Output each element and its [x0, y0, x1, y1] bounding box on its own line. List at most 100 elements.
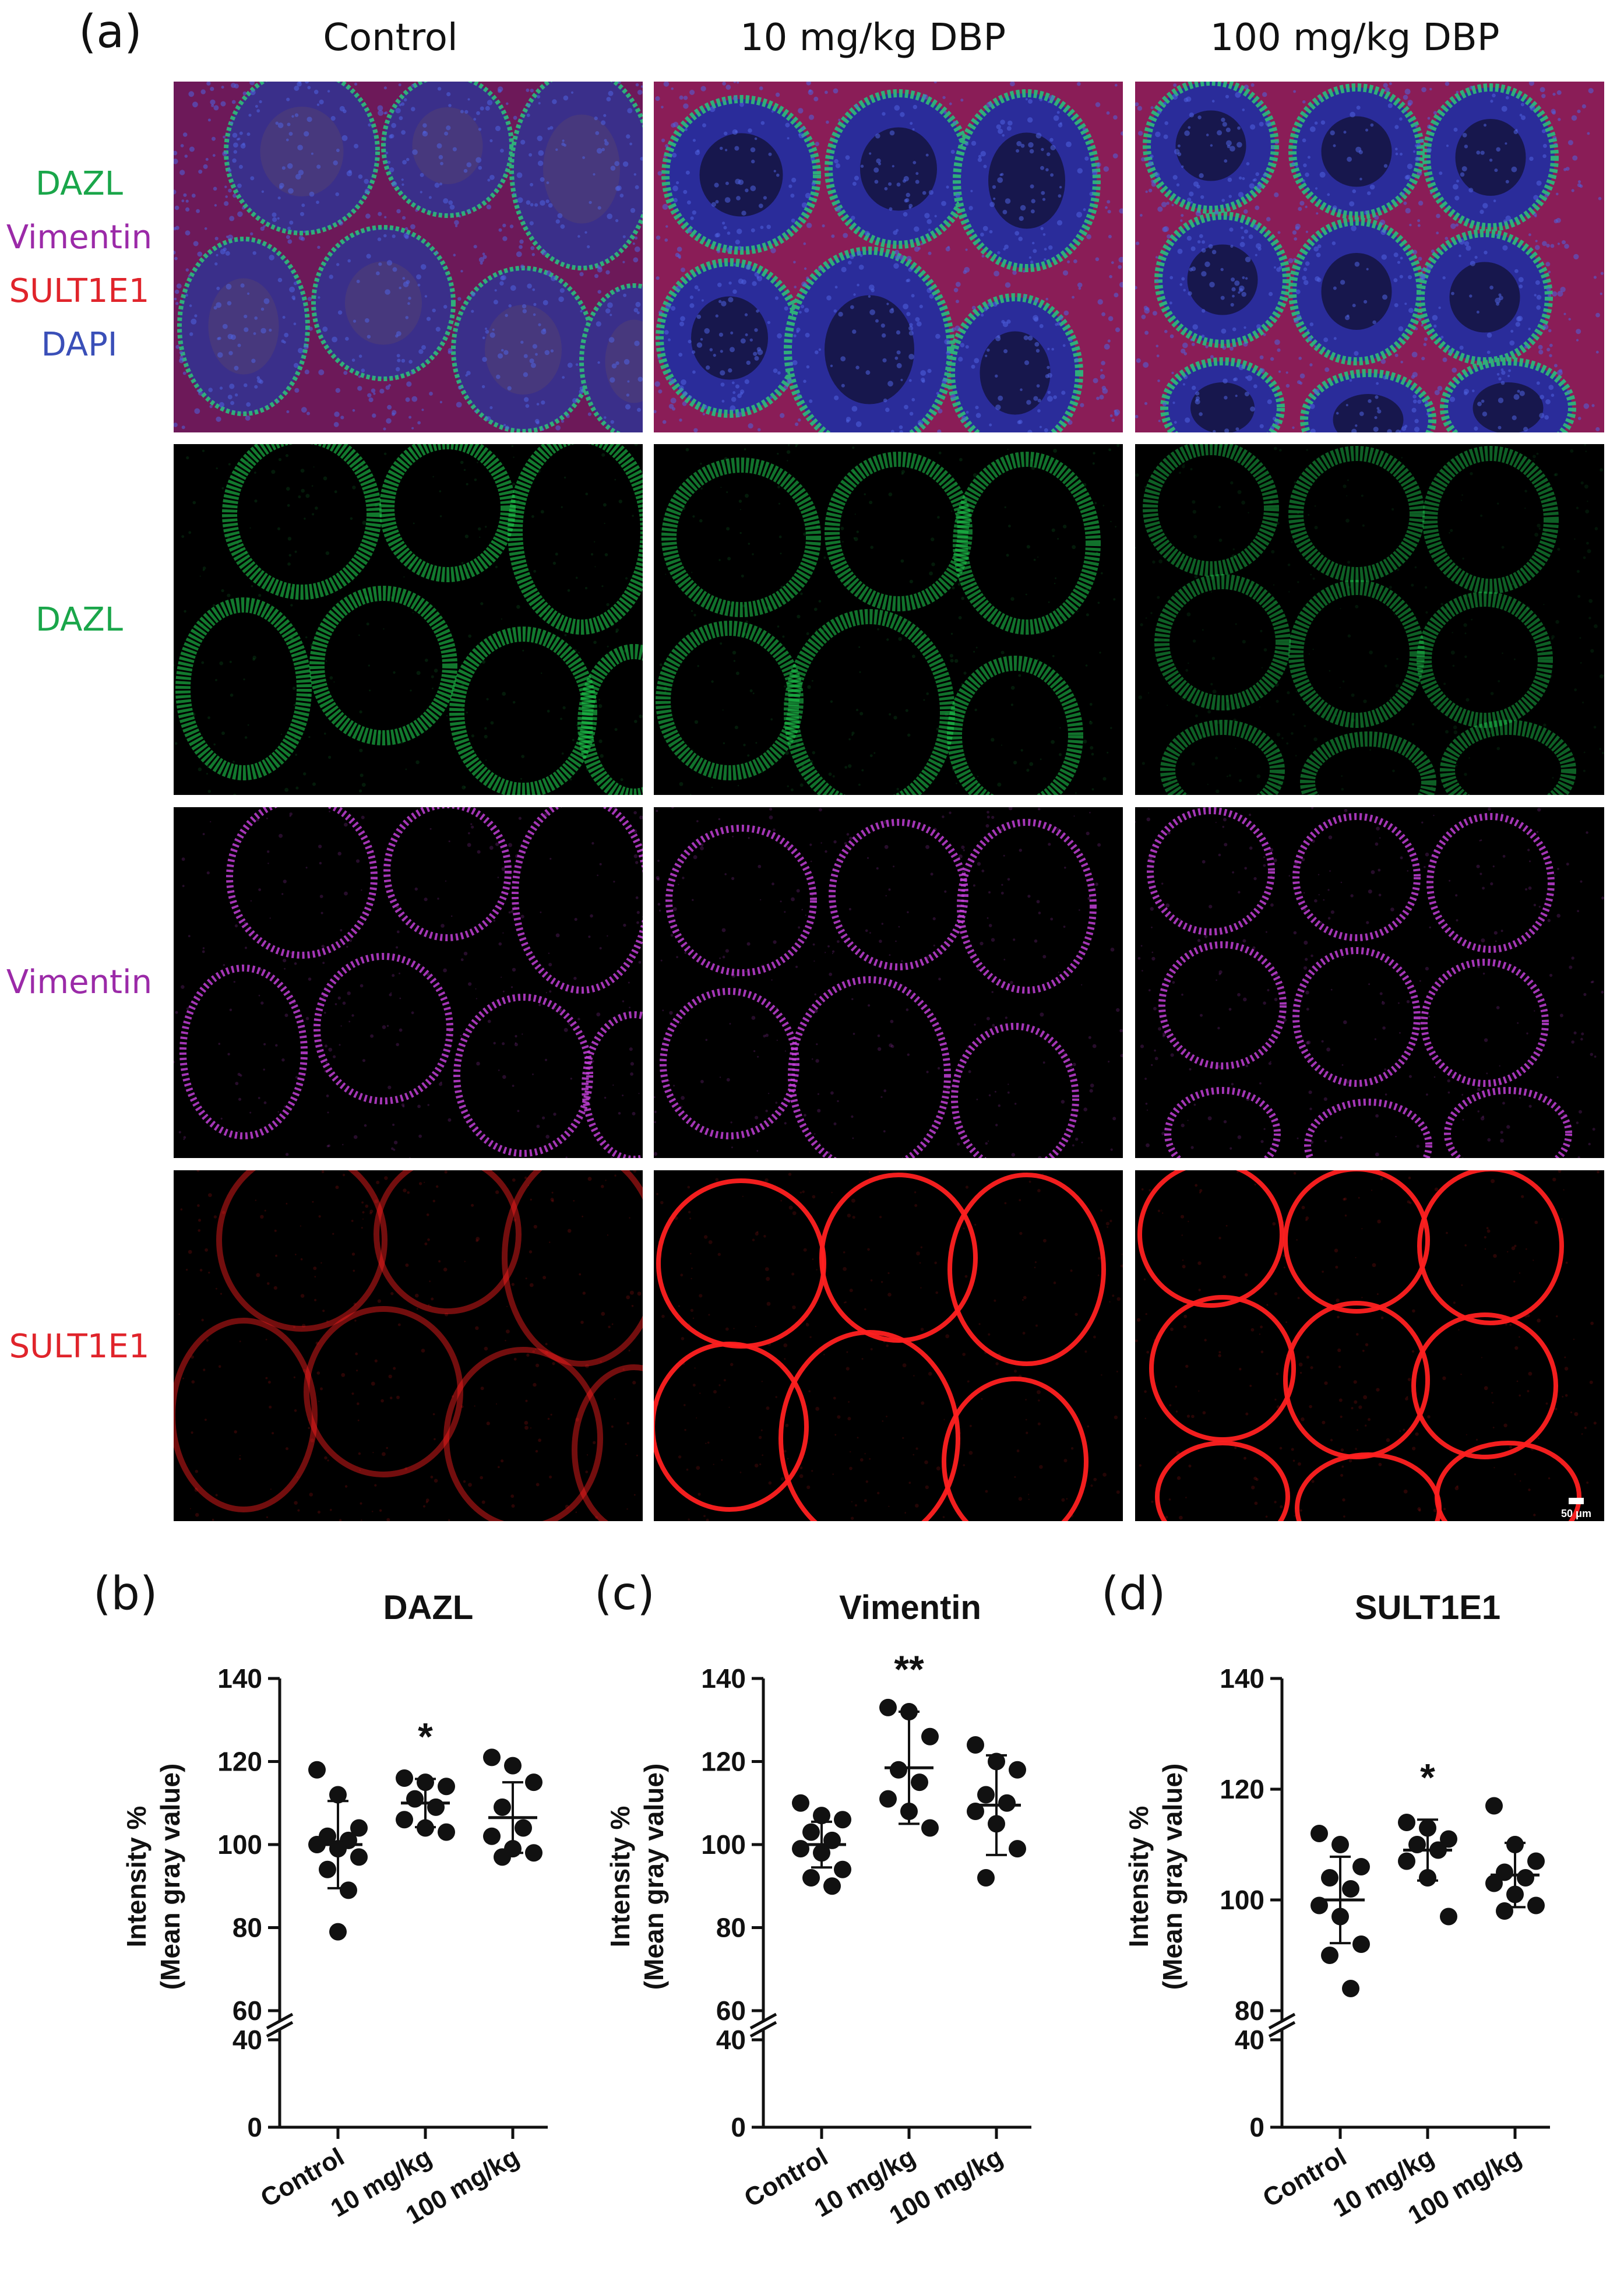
data-point [988, 1752, 1005, 1771]
micrograph-red-10mg [654, 1170, 1123, 1521]
chart-b-title: DAZL [383, 1589, 474, 1627]
data-point [802, 1869, 820, 1887]
y-axis-label-line1: Intensity % [1123, 1806, 1154, 1948]
data-point [967, 1803, 984, 1820]
chart-sult1e1: 80 100 120 140 0 40 Intensity % (Mean gray valu… [1090, 1638, 1573, 2279]
data-point [911, 1773, 928, 1792]
y-tick-label: 0 [247, 2112, 262, 2142]
data-point [1311, 1896, 1328, 1915]
y-tick-label: 100 [701, 1829, 746, 1860]
merge-label-dapi: DAPI [41, 326, 118, 364]
axis-break-mark-upper [266, 2012, 294, 2030]
data-point [1342, 1880, 1359, 1898]
data-point [823, 1877, 841, 1895]
y-axis-label-line1: Intensity % [121, 1806, 152, 1948]
data-point [1440, 1830, 1457, 1848]
y-tick-label: 120 [217, 1747, 262, 1777]
data-point [308, 1836, 326, 1853]
data-point [879, 1790, 897, 1808]
data-point [1506, 1885, 1524, 1903]
data-point [396, 1811, 413, 1829]
data-point [1527, 1896, 1545, 1915]
y-tick-label: 100 [217, 1829, 262, 1860]
data-point [1311, 1825, 1328, 1842]
axis-break-mark-lower [1268, 2021, 1296, 2038]
data-point [319, 1860, 336, 1878]
y-tick-label: 40 [716, 2025, 746, 2055]
data-point [329, 1786, 347, 1804]
data-point [1496, 1902, 1513, 1920]
data-point [340, 1881, 357, 1899]
data-point [515, 1819, 532, 1837]
micrograph-green-control [174, 444, 643, 795]
merge-row-labels: DAZL Vimentin SULT1E1 DAPI [0, 157, 158, 372]
data-point [1331, 1908, 1349, 1926]
data-point [1398, 1814, 1415, 1831]
micrograph-green-10mg [654, 444, 1123, 795]
micrograph-magenta-control [174, 807, 643, 1158]
chart-vimentin: 60 80 100 120 140 0 40 Intensity % (Mean gray va… [571, 1638, 1055, 2279]
y-tick-label: 80 [232, 1913, 262, 1943]
data-point [1429, 1841, 1447, 1859]
y-tick-label: 40 [232, 2025, 262, 2055]
data-point [1496, 1863, 1513, 1881]
data-point [823, 1831, 841, 1849]
y-tick-label: 0 [731, 2112, 746, 2142]
data-point [483, 1827, 501, 1845]
data-point [417, 1773, 434, 1792]
data-point [921, 1727, 939, 1745]
y-axis-label-line2: (Mean gray value) [639, 1764, 669, 1990]
data-point [921, 1819, 939, 1837]
data-point [417, 1819, 434, 1837]
micrograph-green-100mg [1135, 444, 1604, 795]
scale-bar: 50 μm [1553, 1498, 1600, 1520]
data-point [1331, 1836, 1349, 1853]
column-header-10mg: 10 mg/kg DBP [739, 16, 1006, 59]
micrograph-magenta-100mg [1135, 807, 1604, 1158]
data-point [1321, 1947, 1338, 1964]
data-point [813, 1807, 830, 1825]
data-point [406, 1790, 424, 1808]
column-header-100mg: 100 mg/kg DBP [1210, 16, 1500, 59]
y-tick-label: 140 [1220, 1663, 1264, 1694]
data-point [792, 1840, 809, 1858]
data-point [329, 1923, 347, 1941]
axis-break-mark-upper [1268, 2012, 1296, 2030]
data-point [525, 1773, 542, 1792]
axis-break-mark-lower [266, 2021, 294, 2038]
data-point [350, 1848, 368, 1866]
chart-svg-2: 80 100 120 140 0 40 Intensity % (Mean gray valu… [1123, 1663, 1550, 2230]
data-point [438, 1778, 455, 1796]
row-label-sult1e1: SULT1E1 [9, 1328, 150, 1366]
data-point [834, 1811, 851, 1829]
micrograph-merge-100mg [1135, 82, 1604, 432]
significance-marker: * [1420, 1755, 1435, 1799]
column-header-control: Control [323, 16, 458, 59]
data-point [1321, 1869, 1338, 1887]
data-point [977, 1786, 995, 1804]
y-tick-label: 140 [217, 1663, 262, 1694]
row-label-dazl: DAZL [35, 601, 123, 639]
data-point [988, 1815, 1005, 1833]
y-axis-label-line2: (Mean gray value) [1157, 1764, 1188, 1990]
data-point [494, 1848, 511, 1866]
data-point [879, 1698, 897, 1716]
merge-label-dazl: DAZL [35, 165, 123, 203]
y-tick-label: 140 [701, 1663, 746, 1694]
data-point [1440, 1908, 1457, 1926]
chart-d-title: SULT1E1 [1354, 1589, 1501, 1627]
data-point [438, 1823, 455, 1841]
data-point [350, 1819, 368, 1837]
data-point [504, 1757, 522, 1775]
data-point [1352, 1858, 1370, 1875]
micrograph-magenta-10mg [654, 807, 1123, 1158]
data-point [900, 1803, 918, 1820]
data-point [1527, 1852, 1545, 1870]
significance-marker: * [418, 1715, 433, 1758]
data-point [890, 1761, 907, 1779]
y-tick-label: 80 [716, 1913, 746, 1943]
y-tick-label: 40 [1235, 2025, 1264, 2055]
panel-c-label: (c) [594, 1568, 655, 1620]
data-point [1398, 1852, 1415, 1870]
data-point [967, 1736, 984, 1754]
